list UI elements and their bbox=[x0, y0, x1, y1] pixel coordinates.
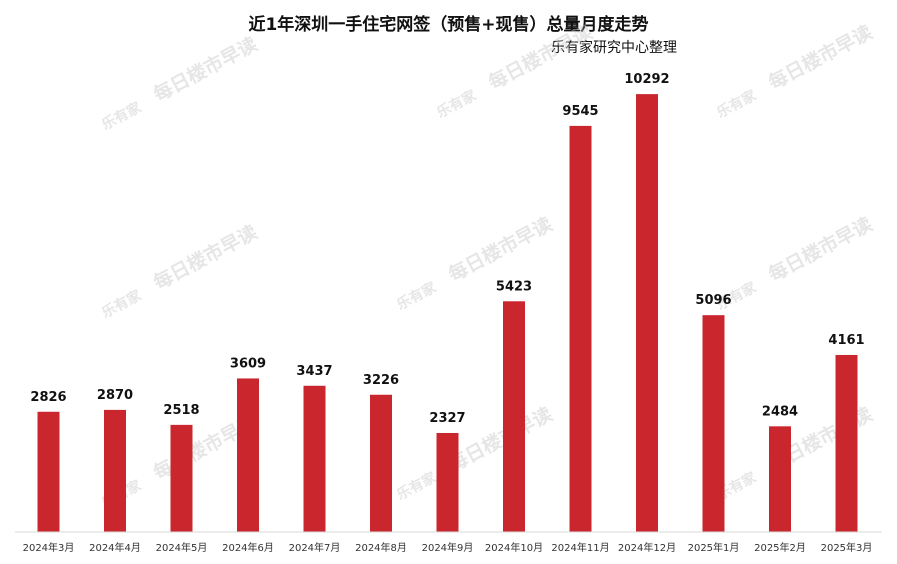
bars-group bbox=[37, 94, 858, 533]
bar bbox=[769, 426, 791, 532]
x-tick-label: 2024年8月 bbox=[355, 541, 407, 554]
bar bbox=[436, 433, 459, 532]
watermark-logo: 乐有家 bbox=[714, 86, 760, 121]
watermark-text: 每日楼市早读 bbox=[150, 220, 261, 294]
x-tick-label: 2024年5月 bbox=[156, 541, 208, 554]
bar bbox=[503, 301, 525, 532]
x-tick-labels-group: 2024年3月 2024年4月 2024年5月 2024年6月 2024年7月 2024年… bbox=[23, 541, 873, 554]
bar bbox=[370, 394, 392, 532]
watermark-logo: 乐有家 bbox=[394, 278, 440, 313]
value-labels-group: 2826 2870 2518 3609 3437 3226 2327 5423 9545 1029… bbox=[30, 72, 864, 426]
x-tick-label: 2024年7月 bbox=[289, 541, 341, 554]
data-label: 2826 bbox=[30, 390, 66, 405]
watermark-logo: 乐有家 bbox=[99, 98, 145, 133]
x-tick-label: 2024年9月 bbox=[422, 541, 474, 554]
x-tick-label: 2024年10月 bbox=[485, 541, 543, 554]
data-label: 2518 bbox=[163, 403, 199, 418]
data-label: 2870 bbox=[97, 388, 133, 403]
x-tick-label: 2024年6月 bbox=[222, 541, 274, 554]
chart-title: 近1年深圳一手住宅网签（预售+现售）总量月度走势 bbox=[248, 15, 649, 35]
data-label: 5423 bbox=[496, 279, 532, 294]
data-label: 10292 bbox=[624, 72, 669, 87]
bar bbox=[170, 424, 193, 532]
bar bbox=[237, 378, 259, 532]
data-label: 3609 bbox=[230, 356, 266, 371]
bar bbox=[104, 409, 126, 532]
bar bbox=[569, 125, 592, 533]
bar bbox=[702, 315, 725, 532]
watermark-text: 每日楼市早读 bbox=[765, 212, 876, 286]
data-label: 9545 bbox=[562, 104, 598, 119]
x-tick-label: 2025年2月 bbox=[754, 541, 806, 554]
data-label: 5096 bbox=[695, 293, 731, 308]
x-tick-label: 2025年3月 bbox=[821, 541, 873, 554]
watermark-logo: 乐有家 bbox=[394, 468, 440, 503]
watermark-text: 每日楼市早读 bbox=[765, 20, 876, 94]
bar bbox=[303, 385, 326, 532]
x-tick-label: 2025年1月 bbox=[688, 541, 740, 554]
chart-subtitle: 乐有家研究中心整理 bbox=[551, 40, 677, 56]
watermark-text: 每日楼市早读 bbox=[150, 32, 261, 106]
x-tick-label: 2024年4月 bbox=[89, 541, 141, 554]
bar bbox=[835, 354, 858, 532]
watermark-logo: 乐有家 bbox=[99, 286, 145, 321]
data-label: 2484 bbox=[762, 404, 798, 419]
data-label: 4161 bbox=[828, 333, 864, 348]
data-label: 3226 bbox=[363, 373, 399, 388]
data-label: 2327 bbox=[429, 411, 465, 426]
watermark-text: 每日楼市早读 bbox=[485, 20, 596, 94]
data-label: 3437 bbox=[296, 364, 332, 379]
bar bbox=[636, 94, 658, 533]
watermark-logo: 乐有家 bbox=[434, 86, 480, 121]
x-tick-label: 2024年11月 bbox=[551, 541, 609, 554]
bar bbox=[37, 411, 60, 532]
watermark-text: 每日楼市早读 bbox=[445, 212, 556, 286]
x-tick-label: 2024年3月 bbox=[23, 541, 75, 554]
x-tick-label: 2024年12月 bbox=[618, 541, 676, 554]
